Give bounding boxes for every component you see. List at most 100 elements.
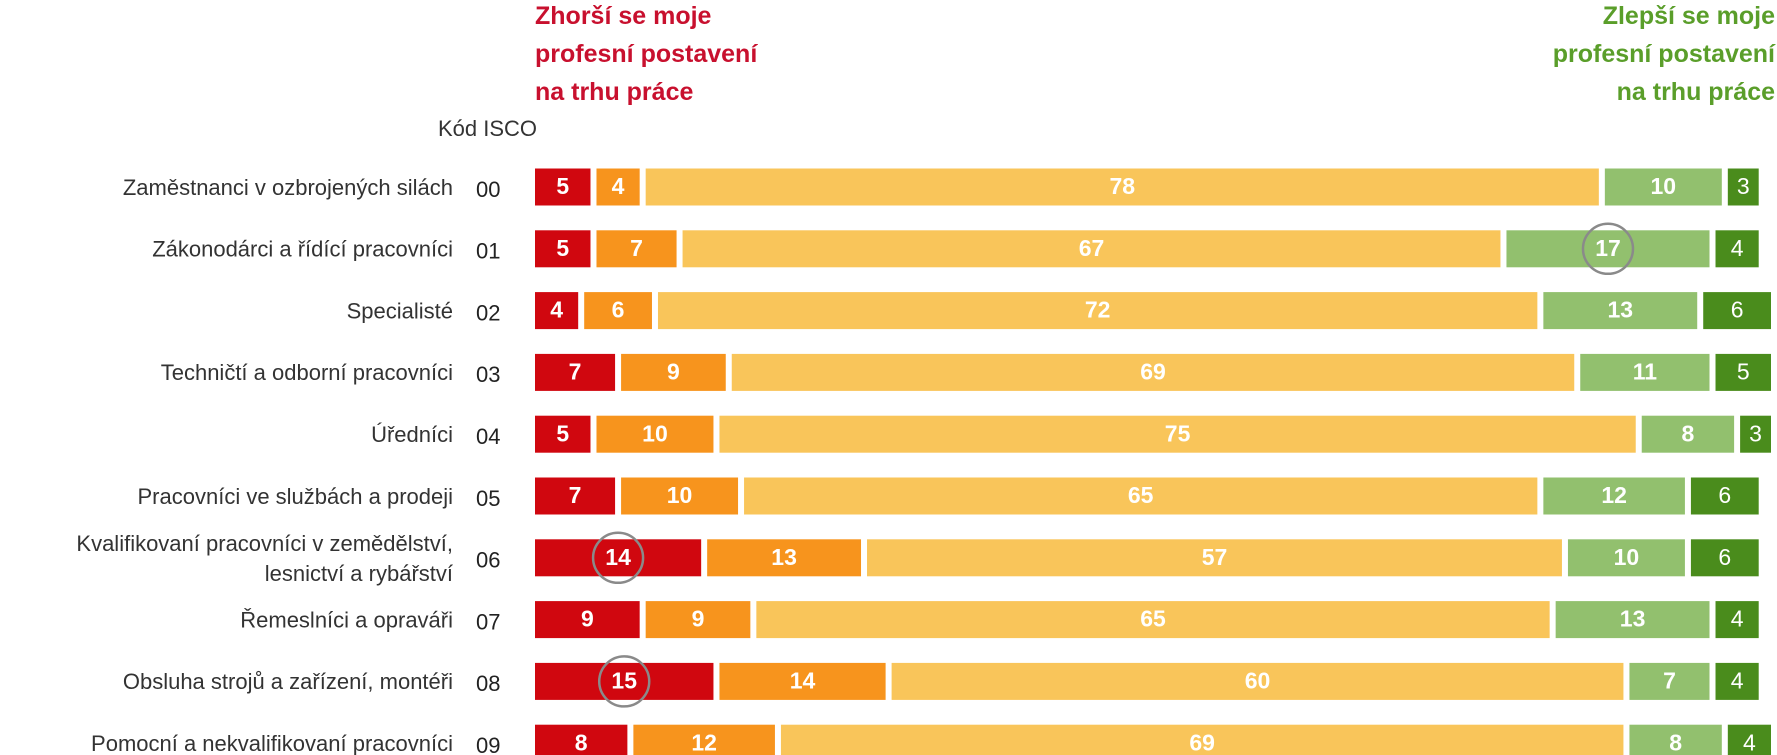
code-label: 09 xyxy=(476,733,500,755)
bar-segment xyxy=(1715,230,1759,268)
bar-segment xyxy=(1629,724,1722,755)
code-label: 04 xyxy=(476,424,500,449)
value-label: 60 xyxy=(1245,667,1271,693)
code-label: 03 xyxy=(476,362,500,387)
bar-segment xyxy=(1703,292,1771,330)
category-label: Techničtí a odborní pracovníci xyxy=(161,360,453,385)
value-label: 7 xyxy=(1663,667,1676,693)
value-label: 13 xyxy=(1620,606,1646,632)
value-label: 9 xyxy=(581,606,594,632)
value-label: 57 xyxy=(1202,544,1228,570)
value-label: 8 xyxy=(1682,420,1695,446)
bar-segment xyxy=(1604,168,1722,206)
value-label: 7 xyxy=(630,235,643,261)
bar-segment xyxy=(584,292,652,330)
bar-segment xyxy=(1727,724,1771,755)
code-label: 02 xyxy=(476,300,500,325)
bar-segment xyxy=(682,230,1501,268)
bar-segment xyxy=(645,601,751,639)
value-label: 7 xyxy=(569,482,582,508)
value-label: 10 xyxy=(1614,544,1640,570)
bar-segment xyxy=(891,662,1624,700)
value-label: 5 xyxy=(556,173,569,199)
bar-segment xyxy=(1629,662,1710,700)
bar-segment xyxy=(1690,477,1759,515)
bar-segment xyxy=(535,292,579,330)
bar-segment xyxy=(657,292,1538,330)
bar-segment xyxy=(535,601,640,639)
category-label: Obsluha strojů a zařízení, montéři xyxy=(123,669,453,694)
value-label: 4 xyxy=(1731,235,1744,261)
value-label: 4 xyxy=(612,173,625,199)
value-label: 11 xyxy=(1633,358,1658,384)
value-label: 6 xyxy=(1718,482,1731,508)
bar-segment xyxy=(1543,292,1698,330)
bar-segment xyxy=(621,477,739,515)
value-label: 75 xyxy=(1165,420,1191,446)
left-annotation: Zhorší se moje profesní postavení na trhu … xyxy=(535,2,758,106)
value-label: 7 xyxy=(569,358,582,384)
value-label: 13 xyxy=(1607,297,1633,323)
bar-segment xyxy=(621,353,726,391)
bar-segment xyxy=(731,353,1575,391)
category-label: Řemeslníci a opraváři xyxy=(240,607,453,632)
bar-segment xyxy=(633,724,775,755)
bar-segment xyxy=(1580,353,1710,391)
highlight-circle xyxy=(591,531,645,585)
value-label: 4 xyxy=(1743,729,1756,755)
code-label: 06 xyxy=(476,548,500,573)
value-label: 69 xyxy=(1189,729,1215,755)
category-label: Pracovníci ve službách a prodeji xyxy=(138,484,454,509)
value-label: 6 xyxy=(1718,544,1731,570)
bar-segment xyxy=(535,415,591,453)
code-label: 01 xyxy=(476,239,500,264)
category-label: Zaměstnanci v ozbrojených silách xyxy=(123,175,453,200)
bar-segment xyxy=(535,168,591,206)
bar-segment xyxy=(1555,601,1710,639)
code-label: 05 xyxy=(476,486,500,511)
bar-segment xyxy=(596,415,714,453)
bar-segment xyxy=(596,168,640,206)
highlight-circle xyxy=(1581,222,1635,276)
bar-segment xyxy=(756,601,1550,639)
bar-segment xyxy=(719,662,886,700)
value-label: 4 xyxy=(550,297,563,323)
value-label: 69 xyxy=(1140,358,1166,384)
value-label: 13 xyxy=(771,544,797,570)
bar-segment xyxy=(1690,539,1759,577)
value-label: 4 xyxy=(1731,606,1744,632)
value-label: 14 xyxy=(790,667,816,693)
bar-segment xyxy=(535,230,591,268)
value-label: 12 xyxy=(691,729,717,755)
value-label: 6 xyxy=(1731,297,1744,323)
category-label: Zákonodárci a řídící pracovníci xyxy=(152,237,453,262)
value-label: 17 xyxy=(1595,235,1621,261)
category-label: Úředníci xyxy=(371,422,453,447)
value-label: 5 xyxy=(556,420,569,446)
bar-segment xyxy=(535,724,628,755)
value-label: 3 xyxy=(1737,173,1750,199)
code-header: Kód ISCO xyxy=(438,116,537,141)
highlight-circle xyxy=(597,655,651,708)
bar-segment xyxy=(1727,168,1759,206)
value-label: 10 xyxy=(642,420,668,446)
bar-segment xyxy=(535,477,616,515)
bar-segment xyxy=(780,724,1624,755)
value-label: 12 xyxy=(1601,482,1627,508)
bar-segment xyxy=(1715,662,1759,700)
value-label: 4 xyxy=(1731,667,1744,693)
bar-segment xyxy=(719,415,1636,453)
category-label: Kvalifikovaní pracovníci v zemědělství, l… xyxy=(76,531,453,586)
value-label: 9 xyxy=(667,358,680,384)
value-label: 5 xyxy=(556,235,569,261)
bar-segment xyxy=(535,539,702,577)
bar-segment xyxy=(596,230,677,268)
code-label: 07 xyxy=(476,609,500,634)
category-label: Specialisté xyxy=(347,298,453,323)
bar-segment xyxy=(535,353,616,391)
bar-segment xyxy=(867,539,1562,577)
value-label: 5 xyxy=(1737,358,1750,384)
value-label: 9 xyxy=(692,606,705,632)
bar-segment xyxy=(707,539,862,577)
